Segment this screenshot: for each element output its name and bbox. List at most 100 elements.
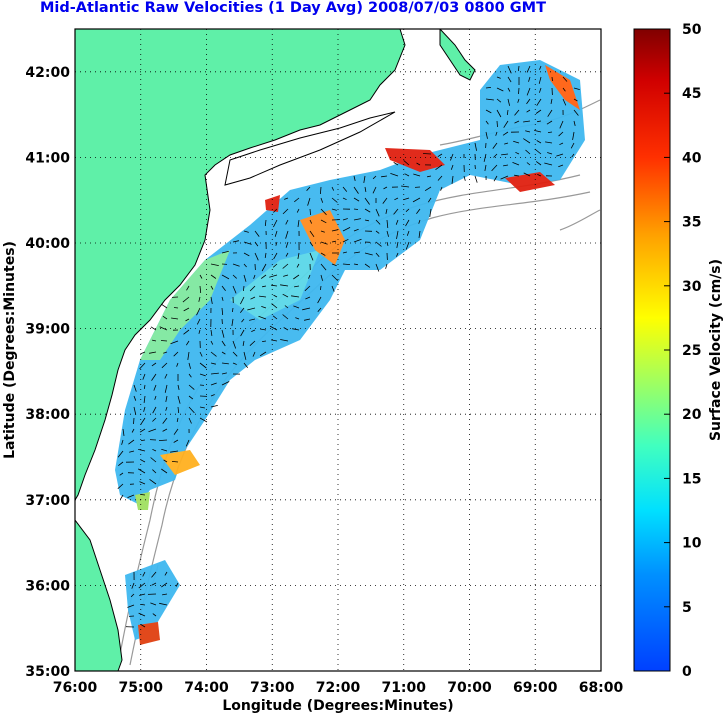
velocity-arrow [320, 274, 323, 281]
velocity-arrow [247, 307, 256, 311]
velocity-arrow [320, 241, 328, 245]
velocity-arrow [252, 351, 256, 357]
velocity-arrow [158, 439, 168, 441]
velocity-arrow [170, 450, 179, 453]
velocity-arrow [437, 175, 443, 181]
velocity-arrow [269, 325, 278, 331]
velocity-arrow [210, 274, 217, 279]
velocity-arrow [403, 160, 410, 166]
velocity-arrow [210, 394, 215, 397]
velocity-arrow [485, 87, 492, 89]
velocity-arrow [280, 284, 289, 287]
velocity-arrow [188, 417, 192, 424]
colorbar-tick-label: 25 [682, 343, 701, 359]
velocity-arrow [294, 285, 300, 288]
velocity-arrow [210, 372, 219, 375]
velocity-arrow [396, 252, 399, 257]
velocity-arrow [243, 362, 249, 368]
velocity-arrow [221, 351, 226, 355]
velocity-arrow [271, 284, 278, 287]
velocity-arrow [259, 351, 267, 357]
velocity-arrow [547, 152, 553, 155]
velocity-arrow [117, 450, 124, 458]
velocity-arrow [183, 329, 190, 335]
velocity-arrow [525, 130, 531, 133]
velocity-arrow [142, 571, 146, 577]
velocity-arrow [285, 230, 289, 239]
velocity-arrow [353, 238, 362, 243]
velocity-arrow [372, 186, 377, 194]
velocity-arrow [133, 384, 137, 392]
velocity-arrow [159, 326, 168, 331]
velocity-arrow [538, 76, 542, 84]
velocity-arrow [562, 76, 568, 82]
velocity-arrow [254, 230, 260, 237]
velocity-arrow [427, 197, 432, 203]
velocity-arrow [342, 218, 348, 221]
velocity-arrow [558, 131, 564, 137]
velocity-arrow [185, 439, 190, 447]
y-tick-label: 42:00 [25, 65, 70, 81]
velocity-arrow [372, 175, 377, 180]
land-cape-cod [439, 29, 476, 81]
velocity-arrow [231, 318, 234, 326]
velocity-arrow [185, 318, 190, 322]
velocity-arrow [159, 602, 168, 606]
velocity-arrow [507, 65, 512, 74]
velocity-arrow [309, 241, 314, 247]
velocity-arrow [320, 263, 327, 271]
velocity-arrow [140, 459, 146, 463]
velocity-arrow [331, 186, 335, 191]
velocity-arrow [232, 274, 237, 279]
velocity-arrow [534, 130, 542, 133]
velocity-arrow [320, 186, 322, 195]
velocity-arrow [221, 381, 230, 386]
velocity-arrow [309, 219, 313, 224]
velocity-arrow [437, 153, 443, 158]
velocity-arrow [140, 624, 146, 628]
velocity-arrow [536, 140, 542, 144]
velocity-arrow [424, 186, 432, 192]
velocity-arrow [503, 120, 509, 128]
velocity-arrow [506, 109, 509, 116]
velocity-arrow [503, 164, 509, 167]
velocity-arrow [122, 428, 125, 436]
velocity-arrow [507, 76, 512, 83]
velocity-arrow [275, 241, 278, 246]
velocity-arrow [309, 252, 314, 261]
velocity-arrow [500, 175, 509, 180]
velocity-arrow [131, 582, 135, 589]
colorbar-tick-label: 45 [682, 86, 701, 102]
velocity-arrow [396, 230, 399, 239]
colorbar-tick-label: 10 [682, 536, 702, 552]
velocity-arrow [514, 120, 520, 124]
velocity-arrow [485, 98, 494, 101]
velocity-arrow [485, 131, 488, 139]
colorbar-tick-label: 35 [682, 215, 701, 231]
velocity-arrow [133, 417, 135, 425]
velocity-arrow [353, 197, 360, 202]
velocity-arrow [165, 395, 168, 402]
velocity-arrow [308, 274, 311, 279]
velocity-arrow [243, 230, 249, 233]
velocity-arrow [514, 109, 520, 116]
velocity-arrow [526, 65, 531, 73]
velocity-arrow [282, 263, 289, 269]
velocity-arrow [154, 395, 157, 400]
velocity-arrow [422, 153, 432, 155]
velocity-arrow [117, 483, 124, 489]
velocity-arrow [221, 307, 224, 316]
velocity-arrow [537, 120, 542, 123]
colorbar-tick-label: 5 [682, 600, 692, 616]
velocity-arrow [232, 340, 237, 349]
velocity-arrow [539, 65, 542, 70]
velocity-arrow [210, 329, 213, 336]
velocity-arrow [331, 285, 335, 292]
velocity-arrow [164, 373, 168, 379]
velocity-arrow [295, 317, 300, 320]
velocity-arrow [140, 417, 146, 425]
velocity-arrow [507, 87, 511, 92]
velocity-arrow [544, 162, 553, 166]
velocity-arrow [259, 295, 267, 298]
velocity-arrow [221, 296, 224, 301]
